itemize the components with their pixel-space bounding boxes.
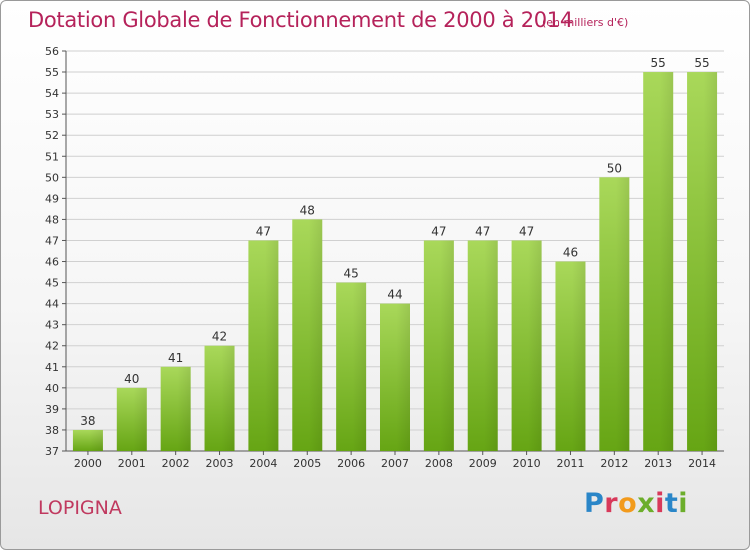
bar-shade	[352, 282, 367, 451]
data-label: 41	[168, 351, 183, 365]
y-tick-label: 56	[45, 45, 59, 58]
data-label: 47	[519, 224, 534, 238]
y-tick-label: 43	[45, 319, 59, 332]
commune-name: LOPIGNA	[38, 497, 122, 519]
bar-shade	[571, 261, 586, 451]
y-tick-label: 42	[45, 340, 59, 353]
x-tick-label: 2003	[206, 457, 234, 470]
x-tick-label: 2010	[513, 457, 541, 470]
y-tick-label: 39	[45, 403, 59, 416]
logo-letter: P	[584, 488, 605, 519]
data-label: 42	[212, 330, 227, 344]
y-tick-label: 51	[45, 150, 59, 163]
data-label: 47	[256, 224, 271, 238]
y-tick-label: 55	[45, 66, 59, 79]
logo-letter: r	[604, 488, 619, 519]
x-tick-label: 2008	[425, 457, 453, 470]
logo-letter: i	[655, 488, 665, 519]
bar-shade	[528, 240, 542, 451]
bar-shade	[308, 219, 323, 451]
logo-letter: x	[637, 488, 656, 519]
bar-shade	[396, 303, 410, 451]
x-tick-label: 2007	[381, 457, 409, 470]
x-tick-label: 2012	[600, 457, 628, 470]
bar-shade	[703, 72, 718, 451]
y-tick-label: 54	[45, 87, 59, 100]
x-tick-label: 2002	[162, 457, 190, 470]
bar-shade	[133, 387, 147, 451]
data-label: 48	[300, 203, 315, 217]
bars	[72, 72, 718, 451]
data-label: 55	[694, 56, 709, 70]
chart-unit: (en milliers d'€)	[542, 16, 629, 29]
bar-shade	[221, 345, 235, 451]
data-label: 46	[563, 246, 578, 260]
y-tick-label: 38	[45, 424, 59, 437]
bar-shade	[615, 177, 630, 451]
y-tick-label: 48	[45, 213, 59, 226]
y-tick-label: 45	[45, 277, 59, 290]
axes: 37 38 39 40 41 42 43 44 45 46 47 48 49 50 51 52 53 54 55 56…	[45, 45, 724, 470]
x-tick-label: 2013	[644, 457, 672, 470]
data-label: 47	[475, 224, 490, 238]
data-label: 40	[124, 372, 139, 386]
y-tick-label: 47	[45, 234, 59, 247]
y-tick-label: 50	[45, 171, 59, 184]
logo-letter: i	[678, 488, 689, 519]
x-tick-label: 2004	[249, 457, 277, 470]
x-tick-label: 2009	[469, 457, 497, 470]
bar-shade	[264, 240, 279, 451]
bar-shade	[89, 429, 103, 451]
y-tick-label: 46	[45, 256, 59, 269]
x-tick-label: 2014	[688, 457, 716, 470]
x-tick-label: 2000	[74, 457, 102, 470]
bar-shade	[659, 72, 674, 451]
x-tick-label: 2011	[556, 457, 584, 470]
x-tick-label: 2006	[337, 457, 365, 470]
bar-shade	[484, 240, 498, 451]
y-tick-label: 44	[45, 298, 59, 311]
x-tick-label: 2005	[293, 457, 321, 470]
bar-shade	[177, 366, 191, 451]
data-labels: 38 40 41 42 47 48 45 44 47 47 47 46 50 55 55	[80, 56, 709, 428]
y-tick-label: 49	[45, 192, 59, 205]
data-label: 55	[651, 56, 666, 70]
data-label: 38	[80, 414, 95, 428]
data-label: 47	[431, 224, 446, 238]
y-tick-label: 41	[45, 361, 59, 374]
y-tick-label: 37	[45, 445, 59, 458]
x-tick-label: 2001	[118, 457, 146, 470]
logo-letter: t	[664, 488, 679, 519]
bar-shade	[440, 240, 454, 451]
y-tick-label: 53	[45, 108, 59, 121]
data-label: 44	[387, 288, 402, 302]
data-label: 50	[607, 161, 622, 175]
logo-letter: o	[618, 488, 638, 519]
y-tick-label: 52	[45, 129, 59, 142]
y-tick-label: 40	[45, 382, 59, 395]
data-label: 45	[343, 267, 358, 281]
proxiti-logo: Proxiti	[584, 488, 688, 519]
chart-title: Dotation Globale de Fonctionnement de 20…	[28, 8, 573, 32]
